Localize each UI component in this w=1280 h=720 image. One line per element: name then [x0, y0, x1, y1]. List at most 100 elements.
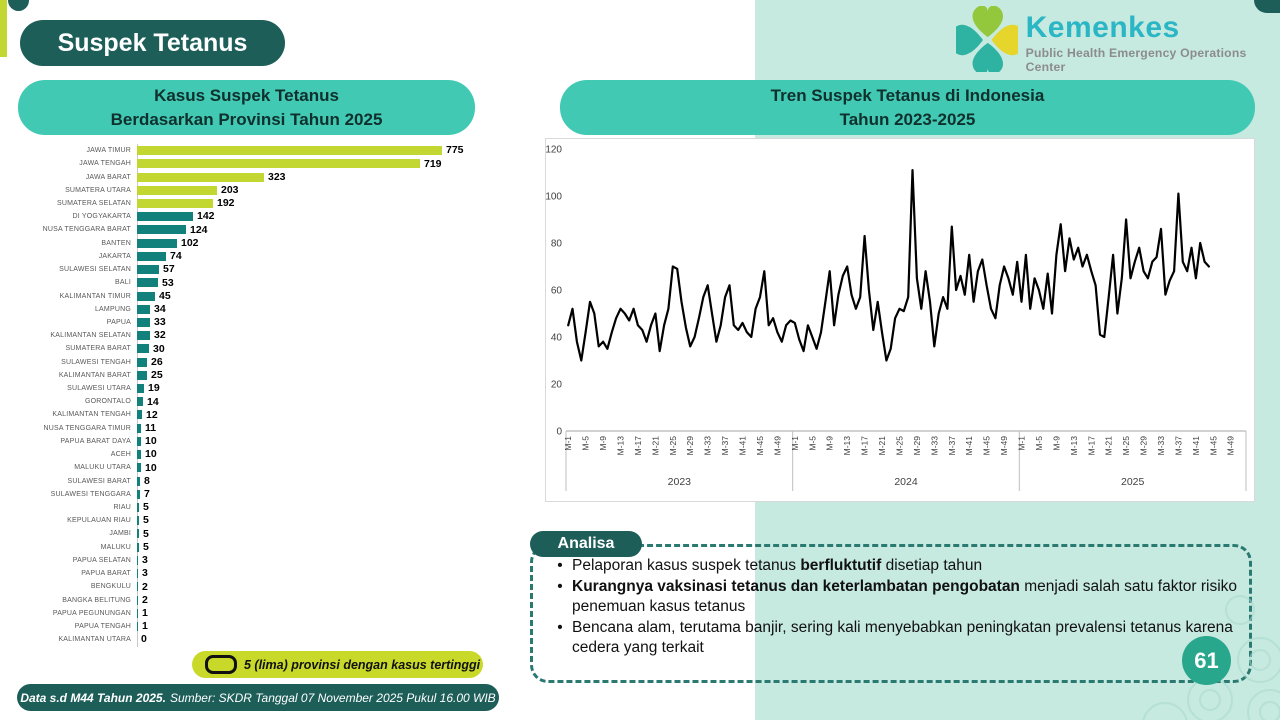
- x-tick-label: M-25: [895, 436, 905, 456]
- bar: [137, 476, 140, 486]
- bar: [137, 251, 166, 261]
- bar: [137, 569, 138, 579]
- bar-value-label: 26: [151, 355, 163, 368]
- bar-value-label: 1: [142, 607, 148, 620]
- bar-value-label: 124: [190, 223, 208, 236]
- bar-row: KALIMANTAN TIMUR 45: [2, 289, 512, 302]
- bar: [137, 370, 147, 380]
- bar-value-label: 45: [159, 289, 171, 302]
- bar-value-label: 10: [145, 461, 157, 474]
- bar-row: KEPULAUAN RIAU 5: [2, 514, 512, 527]
- data-source-footer: Data s.d M44 Tahun 2025. Sumber: SKDR Ta…: [17, 684, 499, 711]
- bar-row: PAPUA SELATAN 3: [2, 554, 512, 567]
- bar: [137, 608, 138, 618]
- x-tick-label: M-1: [1017, 436, 1027, 451]
- x-tick-label: M-45: [1208, 436, 1218, 456]
- x-tick-label: M-49: [1226, 436, 1236, 456]
- bar-row-label: GORONTALO: [84, 398, 131, 406]
- bar-value-label: 323: [268, 170, 286, 183]
- x-tick-label: M-41: [1191, 436, 1201, 456]
- bar-row: SULAWESI TENGAH 26: [2, 356, 512, 369]
- bar-value-label: 1: [142, 620, 148, 633]
- trend-chart-title-line1: Tren Suspek Tetanus di Indonesia: [770, 85, 1045, 105]
- left-edge-accent-bar: [0, 0, 7, 57]
- x-tick-label: M-41: [964, 436, 974, 456]
- analisa-dashed-box: [530, 544, 1252, 683]
- logo-subtitle-text: Public Health Emergency Operations Cente…: [1025, 45, 1247, 74]
- bar: [137, 582, 138, 592]
- x-tick-label: M-49: [772, 436, 782, 456]
- bar: [137, 516, 139, 526]
- bar-row-label: DI YOGYAKARTA: [72, 213, 131, 221]
- bar-row-label: PAPUA PEGUNUNGAN: [52, 609, 131, 617]
- bar-row: SULAWESI BARAT 8: [2, 474, 512, 487]
- bar-row: SULAWESI UTARA 19: [2, 382, 512, 395]
- bar-row-label: SULAWESI SELATAN: [59, 266, 131, 274]
- bar: [137, 291, 155, 301]
- x-tick-label: M-41: [738, 436, 748, 456]
- bar-row: BENGKULU 2: [2, 580, 512, 593]
- trend-line-chart-svg: 0 20 40 60 80 100 120 M-1 M-5 M-9 M-13 M-17 M-21 M-25…: [545, 145, 1247, 491]
- bar: [137, 463, 141, 473]
- analisa-bullets: • Pelaporan kasus suspek tetanus berflukt…: [548, 556, 1243, 659]
- kemenkes-logo-icon: [956, 6, 1018, 72]
- bar-row: LAMPUNG 34: [2, 303, 512, 316]
- bar-value-label: 74: [170, 250, 182, 263]
- x-tick-label: M-17: [633, 436, 643, 456]
- bar-row-label: ACEH: [110, 451, 131, 459]
- bar: [137, 489, 140, 499]
- bar: [137, 397, 143, 407]
- bar-row: PAPUA BARAT DAYA 10: [2, 435, 512, 448]
- bullet-text: Kurangnya vaksinasi tetanus dan keterlam…: [572, 577, 1238, 616]
- bar-row-label: SULAWESI UTARA: [67, 385, 131, 393]
- bar: [137, 146, 442, 156]
- bar-value-label: 5: [143, 501, 149, 514]
- x-tick-label: M-29: [1139, 436, 1149, 456]
- year-label: 2023: [668, 476, 692, 488]
- bar-chart-axis-line: [137, 144, 138, 647]
- bar-row-label: SULAWESI TENGGARA: [50, 490, 131, 498]
- bar-value-label: 11: [145, 421, 157, 434]
- bar: [137, 450, 141, 460]
- y-tick-label: 0: [556, 427, 562, 438]
- bar-value-label: 142: [197, 210, 215, 223]
- bar-row: JAWA TIMUR 775: [2, 144, 512, 157]
- year-label: 2024: [894, 476, 918, 488]
- bar-row: MALUKU UTARA 10: [2, 461, 512, 474]
- bar-row: KALIMANTAN TENGAH 12: [2, 408, 512, 421]
- bar-row: NUSA TENGGARA TIMUR 11: [2, 422, 512, 435]
- bar-row-label: SUMATERA SELATAN: [57, 199, 131, 207]
- trend-line-chart: 0 20 40 60 80 100 120 M-1 M-5 M-9 M-13 M-17 M-21 M-25…: [545, 138, 1255, 502]
- bar-value-label: 10: [145, 448, 157, 461]
- bar-value-label: 53: [162, 276, 174, 289]
- bar-row-label: PAPUA BARAT DAYA: [60, 437, 131, 445]
- x-tick-label: M-5: [807, 436, 817, 451]
- bar-row-label: NUSA TENGGARA BARAT: [42, 226, 131, 234]
- x-tick-label: M-49: [999, 436, 1009, 456]
- bar-row-label: SUMATERA UTARA: [65, 186, 131, 194]
- x-tick-label: M-33: [1156, 436, 1166, 456]
- bar: [137, 503, 139, 513]
- logo-brand-text: Kemenkes: [1025, 11, 1180, 44]
- x-tick-label: M-9: [1051, 436, 1061, 451]
- bar-row-label: KALIMANTAN BARAT: [58, 371, 131, 379]
- bar: [137, 317, 150, 327]
- bar-row: SUMATERA BARAT 30: [2, 342, 512, 355]
- bar-row: NUSA TENGGARA BARAT 124: [2, 223, 512, 236]
- bar-row: KALIMANTAN UTARA 0: [2, 633, 512, 646]
- x-tick-label: M-45: [982, 436, 992, 456]
- bar-value-label: 34: [154, 302, 166, 315]
- bar-value-label: 775: [446, 144, 464, 157]
- top-left-dot-decoration: [8, 0, 29, 11]
- bar-row: KALIMANTAN SELATAN 32: [2, 329, 512, 342]
- bar-value-label: 57: [163, 263, 175, 276]
- bar-row: JAWA BARAT 323: [2, 170, 512, 183]
- bar: [137, 357, 147, 367]
- bar-row: BALI 53: [2, 276, 512, 289]
- bar: [137, 225, 186, 235]
- top-right-corner-decoration: [1254, 0, 1280, 13]
- x-tick-label: M-13: [616, 436, 626, 456]
- bar-row-label: LAMPUNG: [94, 305, 131, 313]
- x-tick-label: M-13: [842, 436, 852, 456]
